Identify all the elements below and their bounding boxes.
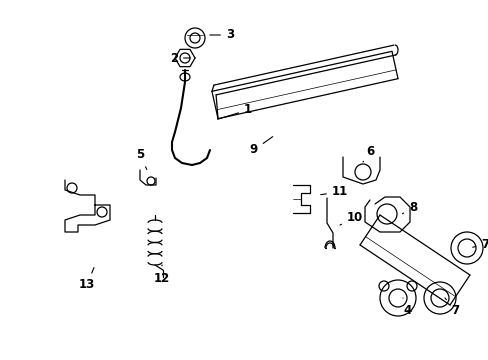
Text: 8: 8 <box>402 202 416 215</box>
Text: 6: 6 <box>362 145 373 162</box>
Text: 7: 7 <box>472 238 488 251</box>
Text: 10: 10 <box>339 211 363 225</box>
Text: 11: 11 <box>320 185 347 198</box>
Text: 9: 9 <box>249 136 272 157</box>
Text: 5: 5 <box>136 148 146 170</box>
Text: 13: 13 <box>79 267 95 292</box>
Text: 12: 12 <box>154 265 170 284</box>
Text: 2: 2 <box>170 51 190 64</box>
Text: 3: 3 <box>209 28 234 41</box>
Text: 1: 1 <box>217 104 251 119</box>
Text: 7: 7 <box>444 298 458 316</box>
Text: 4: 4 <box>402 298 411 316</box>
